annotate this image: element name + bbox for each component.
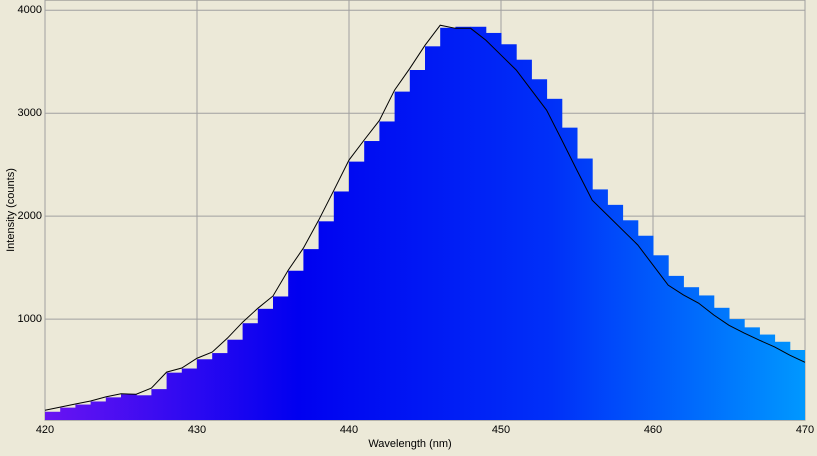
- bar: [45, 411, 61, 420]
- y-axis-label: Intensity (counts): [5, 168, 17, 252]
- bar: [516, 59, 532, 420]
- bar: [470, 26, 487, 420]
- bar: [607, 204, 624, 420]
- bar: [349, 161, 365, 420]
- bar: [60, 407, 76, 420]
- bar: [485, 32, 502, 420]
- bar: [273, 296, 289, 420]
- bar: [318, 221, 335, 420]
- bar: [75, 404, 92, 420]
- bar: [394, 91, 411, 420]
- bar: [151, 389, 168, 420]
- bars: [45, 26, 805, 420]
- bar: [501, 44, 517, 420]
- x-tick-label: 470: [796, 424, 814, 436]
- bar: [683, 287, 700, 420]
- bar: [440, 27, 456, 420]
- x-tick-label: 430: [188, 424, 206, 436]
- bar: [592, 189, 608, 420]
- bar: [288, 270, 304, 420]
- bar: [713, 307, 730, 420]
- line: [44, 24, 806, 411]
- x-tick-label: 440: [340, 424, 358, 436]
- bar: [789, 350, 805, 420]
- bar: [637, 235, 654, 420]
- bar: [136, 395, 152, 420]
- bar: [181, 368, 198, 420]
- bar: [166, 372, 183, 420]
- bar: [212, 353, 228, 420]
- bar: [729, 319, 745, 420]
- bar: [531, 79, 548, 420]
- bar: [364, 141, 380, 420]
- bar: [455, 26, 472, 420]
- bar: [622, 220, 639, 420]
- bar: [409, 70, 426, 420]
- bar: [577, 158, 593, 420]
- bar: [546, 98, 563, 420]
- x-axis-label: Wavelength (nm): [368, 438, 451, 450]
- y-tick-label: 3000: [18, 107, 42, 119]
- bar: [90, 401, 107, 420]
- bar: [425, 46, 441, 420]
- x-tick-label: 460: [644, 424, 662, 436]
- bar: [379, 121, 396, 420]
- y-tick-label: 1000: [18, 313, 42, 325]
- bar: [242, 323, 259, 420]
- bar: [774, 341, 791, 420]
- bar: [257, 308, 274, 420]
- bar: [744, 327, 760, 420]
- bar: [759, 334, 776, 420]
- bar: [227, 339, 244, 420]
- y-tick-label: 2000: [18, 210, 42, 222]
- bar: [668, 275, 684, 420]
- bar: [653, 255, 669, 420]
- bar: [197, 359, 213, 420]
- bar: [105, 397, 122, 420]
- x-tick-label: 450: [492, 424, 510, 436]
- bar: [698, 295, 715, 420]
- y-tick-label: 4000: [18, 4, 42, 16]
- bar: [333, 191, 350, 420]
- x-tick-label: 420: [36, 424, 54, 436]
- bar: [561, 127, 578, 420]
- bar: [303, 249, 320, 420]
- bar: [121, 394, 137, 420]
